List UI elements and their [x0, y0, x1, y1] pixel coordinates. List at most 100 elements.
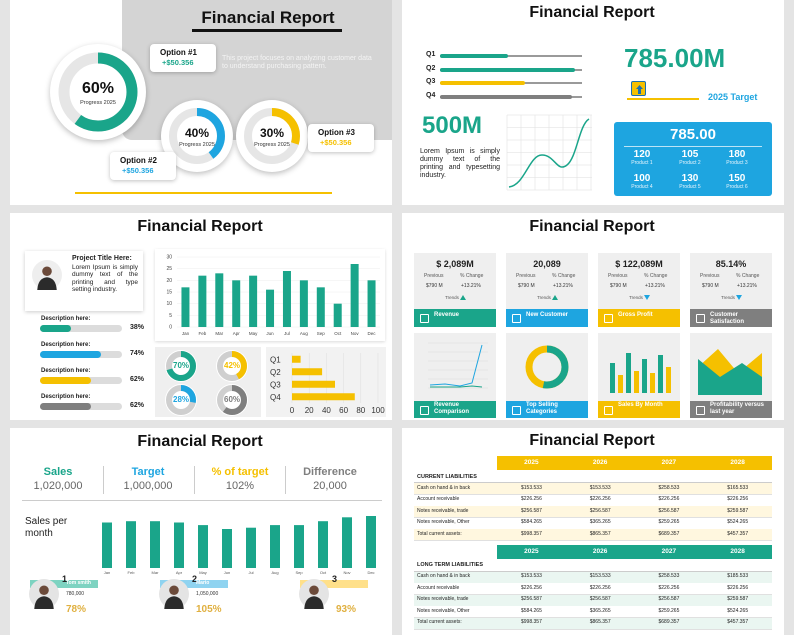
arrow-icon: [635, 84, 643, 94]
kpi-footer: [506, 309, 588, 327]
tile-name: Revenue Comparison: [434, 402, 470, 415]
x-tick-label: 40: [322, 406, 331, 415]
trend-arrow: [552, 295, 558, 300]
cell: $584.265: [521, 607, 542, 614]
ring-arc: [217, 351, 247, 381]
arrow: [460, 295, 466, 300]
bar: [342, 517, 352, 568]
stat-label: Target: [131, 466, 165, 478]
kpi-change-label: % Change: [552, 273, 576, 279]
bar: [634, 371, 639, 393]
kpi-change-label: % Change: [644, 273, 668, 279]
bar: [618, 375, 623, 393]
y-tick-label: 15: [166, 290, 172, 296]
bar-chart: 0 5 10 15 20 25 30 Jan Feb Mar Apr May Jun Jul Aug Sep O…: [166, 255, 380, 336]
table-row: [414, 617, 772, 630]
bar: [318, 521, 328, 568]
kpi-previous: $790 M: [518, 283, 535, 289]
y-tick-label: 5: [169, 313, 172, 319]
x-tick-label: Aug: [271, 570, 278, 575]
kpi-trend-label: Trends: [445, 295, 459, 300]
trend-arrow: [644, 295, 650, 300]
ring-label: 30%: [259, 126, 285, 140]
person-photo: [299, 579, 329, 609]
row-label: Notes receivable, Other: [417, 607, 470, 614]
x-tick-label: 80: [356, 406, 365, 415]
quarter-track: [440, 55, 582, 57]
kpi-icon: [604, 314, 613, 323]
cell: $259.265: [658, 519, 680, 525]
cell: $998.357: [521, 619, 542, 625]
product-value: 180: [728, 149, 746, 160]
stat-divider: [194, 466, 195, 494]
tile-icon: [420, 406, 429, 415]
cell: $256.587: [589, 507, 611, 514]
ring: [58, 52, 138, 132]
cell: $457.357: [727, 530, 749, 537]
progress-bar: [40, 403, 91, 410]
person-percent: 78%: [66, 604, 87, 615]
donut: [216, 384, 248, 416]
kpi-card: [690, 253, 772, 309]
x-tick-label: Jun: [224, 570, 230, 575]
y-tick-label: 0: [169, 325, 172, 331]
tile-footer: [690, 401, 772, 418]
bar: [266, 289, 275, 327]
cell: $689.357: [658, 530, 680, 537]
ring-label: 40%: [184, 126, 210, 140]
x-tick-label: Dec: [368, 331, 377, 336]
kpi-change: +13.21%: [645, 283, 665, 289]
cell: $256.587: [521, 507, 542, 514]
slide-title: Financial Report: [201, 8, 335, 27]
bar: [658, 355, 663, 393]
bar: [270, 525, 280, 568]
person-photo: [159, 579, 189, 609]
ring-arc: [169, 108, 225, 164]
person-name: Tom smith: [66, 580, 91, 586]
body: [164, 596, 184, 609]
stat-value: 20,000: [313, 480, 347, 492]
head: [42, 266, 52, 277]
donut-label: 28%: [172, 395, 190, 404]
cell: $226.256: [727, 496, 749, 502]
donut: [165, 350, 197, 382]
body-text: Lorem Ipsum is simply dummy text of the …: [72, 264, 138, 294]
tile-chart: [525, 345, 569, 389]
kpi-icon: [696, 314, 705, 323]
tile-name: Profitability versus last year: [710, 402, 765, 415]
donut: [525, 345, 569, 389]
x-tick-label: Aug: [300, 331, 309, 336]
quarter-label: Q4: [426, 91, 436, 99]
cell: $259.587: [727, 507, 749, 514]
y-tick-label: 25: [166, 266, 172, 272]
tile-chart: [428, 342, 488, 389]
quarter-label: Q3: [426, 78, 436, 85]
option-name: Option #3: [318, 128, 355, 137]
bar: [294, 525, 304, 568]
slide: Financial Report 2025 2026 2027 2028 CURRENT …: [402, 428, 784, 635]
slide: Financial Report $ 2,089M Previous % Change…: [402, 213, 784, 420]
product-value: 105: [681, 149, 699, 160]
product-label: Product 2: [679, 160, 701, 166]
cell: $457.357: [727, 619, 749, 625]
arrow: [736, 295, 742, 300]
quarter-bar: [440, 54, 509, 58]
kpi-previous-label: Previous: [424, 273, 444, 279]
line: [430, 385, 483, 388]
slide-title: Financial Report: [529, 432, 655, 449]
body: [34, 596, 54, 609]
cell: $865.357: [589, 619, 611, 625]
head: [39, 585, 49, 596]
tile-chart: [698, 349, 762, 395]
ring-arc: [166, 385, 196, 415]
donut-label: 70%: [172, 361, 190, 370]
products-panel: [614, 122, 772, 196]
cell: $998.357: [521, 530, 542, 537]
trend-arrow: [460, 295, 466, 300]
kpi-trend-label: Trends: [721, 295, 735, 300]
cell: $226.256: [658, 496, 680, 502]
x-tick-label: Mar: [152, 570, 160, 575]
section-row: [414, 560, 772, 572]
kpi-name: Gross Profit: [618, 312, 653, 318]
